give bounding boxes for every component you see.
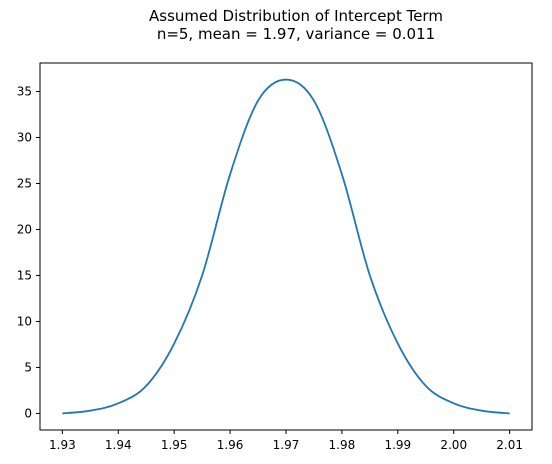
- x-tick-label: 1.99: [384, 438, 411, 452]
- chart-title: Assumed Distribution of Intercept Term: [149, 7, 443, 25]
- x-tick-label: 1.94: [105, 438, 132, 452]
- y-tick-label: 30: [17, 131, 32, 145]
- y-tick-label: 35: [17, 85, 32, 99]
- x-tick-label: 2.00: [440, 438, 467, 452]
- x-tick-label: 1.95: [161, 438, 188, 452]
- x-tick-label: 1.93: [49, 438, 76, 452]
- x-tick-label: 1.96: [217, 438, 244, 452]
- x-tick-label: 1.97: [273, 438, 300, 452]
- y-tick-label: 10: [17, 314, 32, 328]
- y-tick-label: 0: [24, 406, 32, 420]
- axes-frame: [39, 62, 533, 431]
- y-tick-label: 20: [17, 222, 32, 236]
- chart-subtitle: n=5, mean = 1.97, variance = 0.011: [157, 25, 435, 43]
- series-line: [62, 78, 510, 415]
- y-tick-label: 5: [24, 360, 32, 374]
- y-tick-label: 15: [17, 268, 32, 282]
- plot-area: 1.93 1.94 1.95 1.96 1.97 1.98 1.99 2.00 2.01 0 5 10…: [17, 62, 533, 452]
- y-tick-label: 25: [17, 176, 32, 190]
- x-tick-label: 1.98: [329, 438, 356, 452]
- x-tick-label: 2.01: [496, 438, 523, 452]
